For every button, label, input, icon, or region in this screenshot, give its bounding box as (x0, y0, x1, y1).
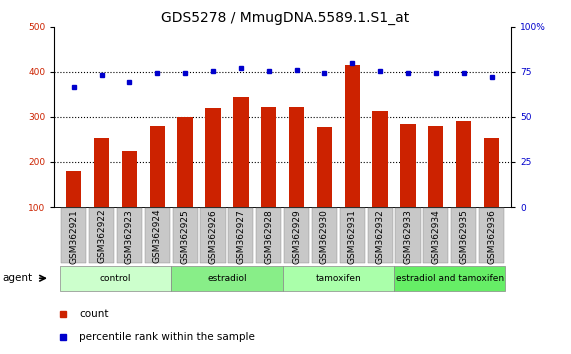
Text: GSM362926: GSM362926 (208, 209, 218, 263)
Text: GSM362933: GSM362933 (404, 209, 412, 264)
Bar (345, 65, 360, 207)
Bar (261, 107, 276, 207)
FancyBboxPatch shape (340, 208, 365, 263)
Text: GSM362922: GSM362922 (97, 209, 106, 263)
FancyBboxPatch shape (368, 208, 393, 263)
Text: GSM362932: GSM362932 (376, 209, 385, 263)
Text: percentile rank within the sample: percentile rank within the sample (79, 332, 255, 342)
Bar (289, 107, 304, 207)
Bar (233, 97, 248, 207)
Bar (122, 151, 137, 207)
FancyBboxPatch shape (396, 208, 420, 263)
Text: tamoxifen: tamoxifen (315, 274, 361, 283)
Bar (428, 126, 444, 207)
Text: estradiol: estradiol (207, 274, 247, 283)
FancyBboxPatch shape (172, 208, 198, 263)
FancyBboxPatch shape (283, 266, 394, 291)
Bar (150, 126, 165, 207)
FancyBboxPatch shape (284, 208, 309, 263)
FancyBboxPatch shape (145, 208, 170, 263)
Text: estradiol and tamoxifen: estradiol and tamoxifen (396, 274, 504, 283)
Text: GSM362927: GSM362927 (236, 209, 246, 263)
Bar (400, 124, 416, 207)
Text: GSM362925: GSM362925 (180, 209, 190, 263)
Bar (66, 171, 82, 207)
Bar (206, 108, 220, 207)
Bar (456, 121, 471, 207)
FancyBboxPatch shape (451, 208, 476, 263)
FancyBboxPatch shape (423, 208, 448, 263)
Text: GSM362931: GSM362931 (348, 209, 357, 264)
FancyBboxPatch shape (61, 208, 86, 263)
Text: GSM362936: GSM362936 (487, 209, 496, 264)
FancyBboxPatch shape (394, 266, 505, 291)
FancyBboxPatch shape (479, 208, 504, 263)
Text: GSM362928: GSM362928 (264, 209, 273, 263)
Text: control: control (100, 274, 131, 283)
FancyBboxPatch shape (89, 208, 114, 263)
Text: GSM362921: GSM362921 (69, 209, 78, 263)
FancyBboxPatch shape (228, 208, 254, 263)
Text: count: count (79, 309, 109, 319)
Text: GSM362935: GSM362935 (459, 209, 468, 264)
Text: GSM362930: GSM362930 (320, 209, 329, 264)
FancyBboxPatch shape (200, 208, 226, 263)
FancyBboxPatch shape (171, 266, 283, 291)
FancyBboxPatch shape (256, 208, 282, 263)
FancyBboxPatch shape (117, 208, 142, 263)
Text: GSM362934: GSM362934 (431, 209, 440, 263)
Bar (484, 138, 499, 207)
FancyBboxPatch shape (60, 266, 171, 291)
Text: GDS5278 / MmugDNA.5589.1.S1_at: GDS5278 / MmugDNA.5589.1.S1_at (162, 11, 409, 25)
Bar (317, 127, 332, 207)
Bar (178, 117, 193, 207)
Bar (372, 112, 388, 207)
Text: GSM362924: GSM362924 (153, 209, 162, 263)
FancyBboxPatch shape (312, 208, 337, 263)
Text: GSM362929: GSM362929 (292, 209, 301, 263)
Bar (94, 138, 109, 207)
Text: GSM362923: GSM362923 (125, 209, 134, 263)
Text: agent: agent (3, 273, 33, 283)
